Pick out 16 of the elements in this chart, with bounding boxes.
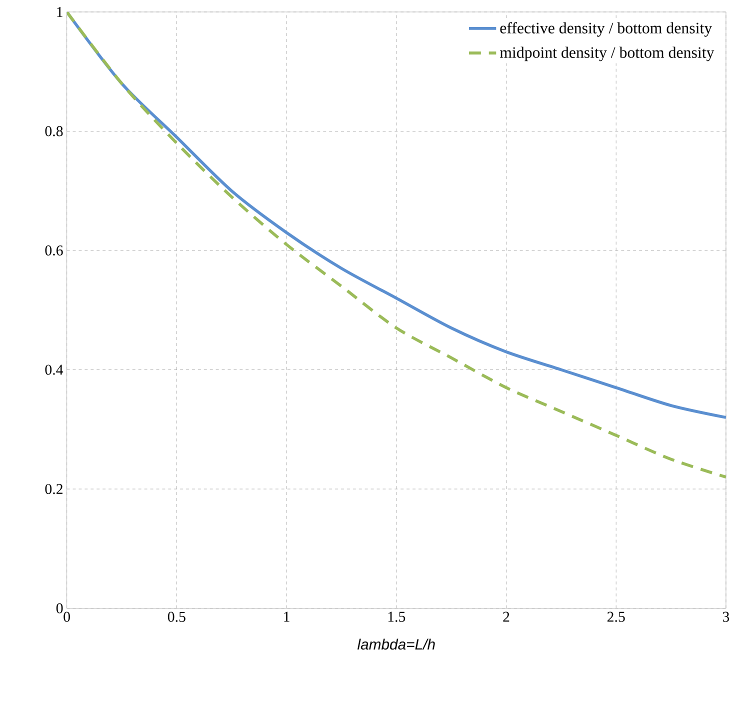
y-tick-label: 1 <box>57 7 62 17</box>
legend-label: midpoint density / bottom density <box>500 46 714 62</box>
y-tick-label: 0.6 <box>45 245 63 256</box>
x-tick-label: 0.5 <box>168 612 186 622</box>
x-tick-label: 0 <box>64 612 70 622</box>
x-tick-label: 1 <box>284 612 290 622</box>
y-tick-label: 0.8 <box>45 126 63 136</box>
x-tick-label: 3 <box>722 612 730 622</box>
y-tick-label: 0.2 <box>45 484 62 494</box>
x-axis-title: lambda=L/h <box>357 638 435 650</box>
x-tick-label: 1.5 <box>388 612 406 622</box>
legend-label: effective density / bottom density <box>500 22 712 37</box>
x-tick-label: 2.5 <box>607 612 625 622</box>
y-tick-label: 0 <box>56 603 63 614</box>
y-tick-label: 0.4 <box>45 364 64 375</box>
x-tick-label: 2 <box>503 612 510 622</box>
